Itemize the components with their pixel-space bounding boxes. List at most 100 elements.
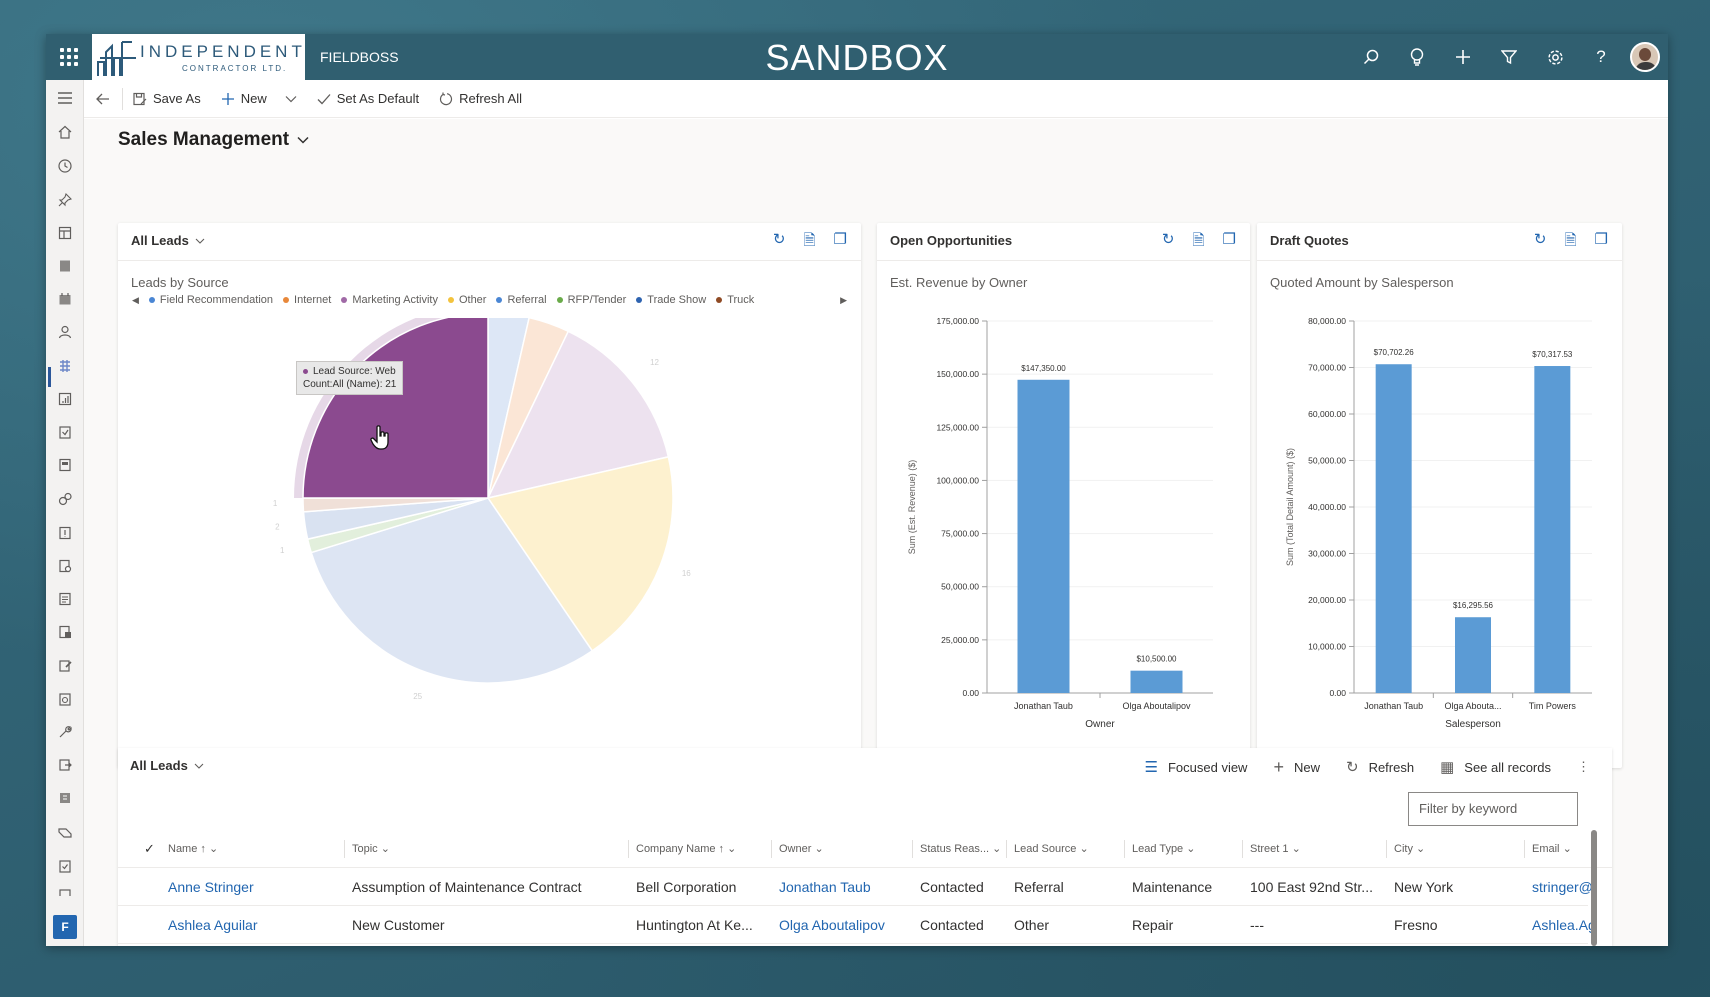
pinned-icon[interactable]	[57, 192, 73, 209]
tools-icon[interactable]	[57, 725, 73, 741]
leads-icon[interactable]	[57, 359, 73, 375]
legend-item[interactable]: Trade Show	[636, 294, 706, 306]
select-all-checkbox[interactable]: ✓	[144, 841, 155, 856]
bar[interactable]	[1375, 364, 1412, 693]
table-cell[interactable]: Olga Aboutalipov	[779, 917, 885, 933]
app-launcher-icon[interactable]	[60, 48, 78, 66]
more-nav-icon[interactable]	[57, 888, 73, 896]
grid-scrollbar[interactable]	[1591, 830, 1597, 946]
contacts-icon[interactable]	[57, 325, 73, 341]
invoices-icon[interactable]	[57, 526, 73, 542]
grid-view-selector[interactable]: All Leads	[130, 758, 204, 773]
save-as-button[interactable]: Save As	[123, 80, 211, 118]
table-cell[interactable]: Ashlea.Ag	[1532, 917, 1592, 933]
column-header[interactable]: Status Reas... ⌄	[920, 830, 1010, 868]
filter-input[interactable]: Filter by keyword	[1408, 792, 1578, 826]
table-row[interactable]: Ashlea Aguilar New Customer Huntington At …	[118, 906, 1592, 944]
home-icon[interactable]	[57, 125, 73, 141]
export-icon[interactable]	[57, 758, 73, 774]
schedule-icon[interactable]	[57, 692, 73, 708]
bar[interactable]	[1534, 366, 1571, 693]
legend-item[interactable]: Referral	[496, 294, 547, 306]
more-commands-icon[interactable]: ⋮	[1577, 759, 1590, 774]
new-button[interactable]: New	[211, 80, 307, 118]
expand-chart-icon[interactable]: ❐	[1222, 231, 1236, 248]
legend-next-icon[interactable]: ▶	[840, 294, 847, 305]
column-header[interactable]: Lead Source ⌄	[1014, 830, 1129, 868]
search-icon[interactable]	[1348, 34, 1394, 80]
back-button[interactable]	[84, 80, 122, 118]
bar[interactable]	[1130, 670, 1183, 693]
user-avatar[interactable]	[1630, 42, 1660, 72]
grid-refresh-button[interactable]: ↻ Refresh	[1346, 758, 1414, 776]
pie-slice-referral[interactable]	[310, 497, 594, 684]
revenue-bar-chart[interactable]: Sum (Est. Revenue) ($) 0.00 25,000.00 50,00…	[877, 293, 1250, 763]
gear-icon[interactable]	[1532, 34, 1578, 80]
column-header[interactable]: Lead Type ⌄	[1132, 830, 1247, 868]
opportunities-icon[interactable]	[57, 392, 73, 408]
hamburger-menu-icon[interactable]	[57, 91, 73, 107]
refresh-chart-icon[interactable]: ↻	[772, 231, 786, 248]
legend-item[interactable]: Field Recommendation	[148, 294, 273, 306]
table-cell[interactable]: stringer@	[1532, 879, 1592, 895]
reports-icon[interactable]	[57, 559, 73, 575]
filter-icon[interactable]	[1486, 34, 1532, 80]
service-icon[interactable]	[57, 492, 73, 508]
legend-item[interactable]: RFP/Tender	[556, 294, 626, 306]
table-cell[interactable]: Ashlea Aguilar	[168, 917, 258, 933]
documents-icon[interactable]	[57, 592, 73, 608]
dashboards-icon[interactable]	[57, 226, 73, 242]
expand-chart-icon[interactable]: ❐	[1594, 231, 1608, 248]
quoted-amount-bar-chart[interactable]: Sum (Total Detail Amount) ($) 0.00 10,000.…	[1257, 293, 1622, 763]
app-name[interactable]: FIELDBOSS	[320, 49, 399, 65]
column-header[interactable]: Email ⌄	[1532, 830, 1592, 868]
pie-slice-other[interactable]	[486, 455, 674, 652]
see-all-records-button[interactable]: ▦ See all records	[1440, 758, 1551, 776]
company-logo[interactable]: INDEPENDENT CONTRACTOR LTD.	[92, 34, 305, 80]
table-cell[interactable]: Jonathan Taub	[779, 879, 871, 895]
bar[interactable]	[1455, 617, 1491, 693]
dashboard-selector[interactable]: Sales Management	[118, 129, 309, 151]
contracts-icon[interactable]	[57, 625, 73, 641]
legend-item[interactable]: Other	[447, 294, 486, 306]
legend-item[interactable]: Internet	[283, 294, 331, 306]
work-orders-icon[interactable]	[57, 659, 73, 675]
bar[interactable]	[1017, 379, 1070, 693]
table-cell[interactable]: Anne Stringer	[168, 879, 254, 895]
grid-new-button[interactable]: + New	[1273, 757, 1320, 778]
leads-pie-chart[interactable]: 33121625121	[118, 318, 861, 758]
column-header[interactable]: Topic ⌄	[352, 830, 632, 868]
orders-icon[interactable]	[57, 458, 73, 474]
refresh-all-button[interactable]: Refresh All	[429, 80, 532, 118]
leads-view-selector[interactable]: All Leads	[131, 233, 205, 248]
quotes-icon[interactable]	[57, 425, 73, 441]
refresh-chart-icon[interactable]: ↻	[1161, 231, 1175, 248]
pie-slice-web[interactable]	[302, 318, 489, 499]
set-as-default-button[interactable]: Set As Default	[307, 80, 429, 118]
legend-prev-icon[interactable]: ◀	[132, 294, 139, 305]
focused-view-button[interactable]: ☰ Focused view	[1145, 758, 1248, 776]
column-header[interactable]: Company Name ↑ ⌄	[636, 830, 776, 868]
plus-icon[interactable]	[1440, 34, 1486, 80]
help-icon[interactable]: ?	[1596, 47, 1606, 66]
checklist-icon[interactable]	[57, 859, 73, 875]
inventory-icon[interactable]	[57, 791, 73, 807]
lightbulb-icon[interactable]	[1394, 34, 1440, 80]
column-header[interactable]: Name ↑ ⌄	[168, 830, 328, 868]
column-header[interactable]: City ⌄	[1394, 830, 1529, 868]
column-header[interactable]: Owner ⌄	[779, 830, 919, 868]
expand-chart-icon[interactable]: ❐	[833, 231, 847, 248]
activities-icon[interactable]	[57, 259, 73, 275]
view-records-icon[interactable]: 🗎	[1192, 232, 1205, 249]
legend-item[interactable]: Truck	[716, 294, 754, 306]
equipment-icon[interactable]	[57, 825, 73, 841]
calendar-icon[interactable]	[57, 292, 73, 308]
pie-slice-marketing-activity[interactable]	[486, 330, 670, 500]
refresh-chart-icon[interactable]: ↻	[1533, 231, 1547, 248]
table-row[interactable]: Anne Stringer Assumption of Maintenance C…	[118, 868, 1592, 906]
area-switcher-button[interactable]: F	[53, 915, 77, 939]
legend-item[interactable]: Marketing Activity	[341, 294, 438, 306]
view-records-icon[interactable]: 🗎	[803, 232, 816, 249]
recent-icon[interactable]	[57, 159, 73, 175]
column-header[interactable]: Street 1 ⌄	[1250, 830, 1390, 868]
